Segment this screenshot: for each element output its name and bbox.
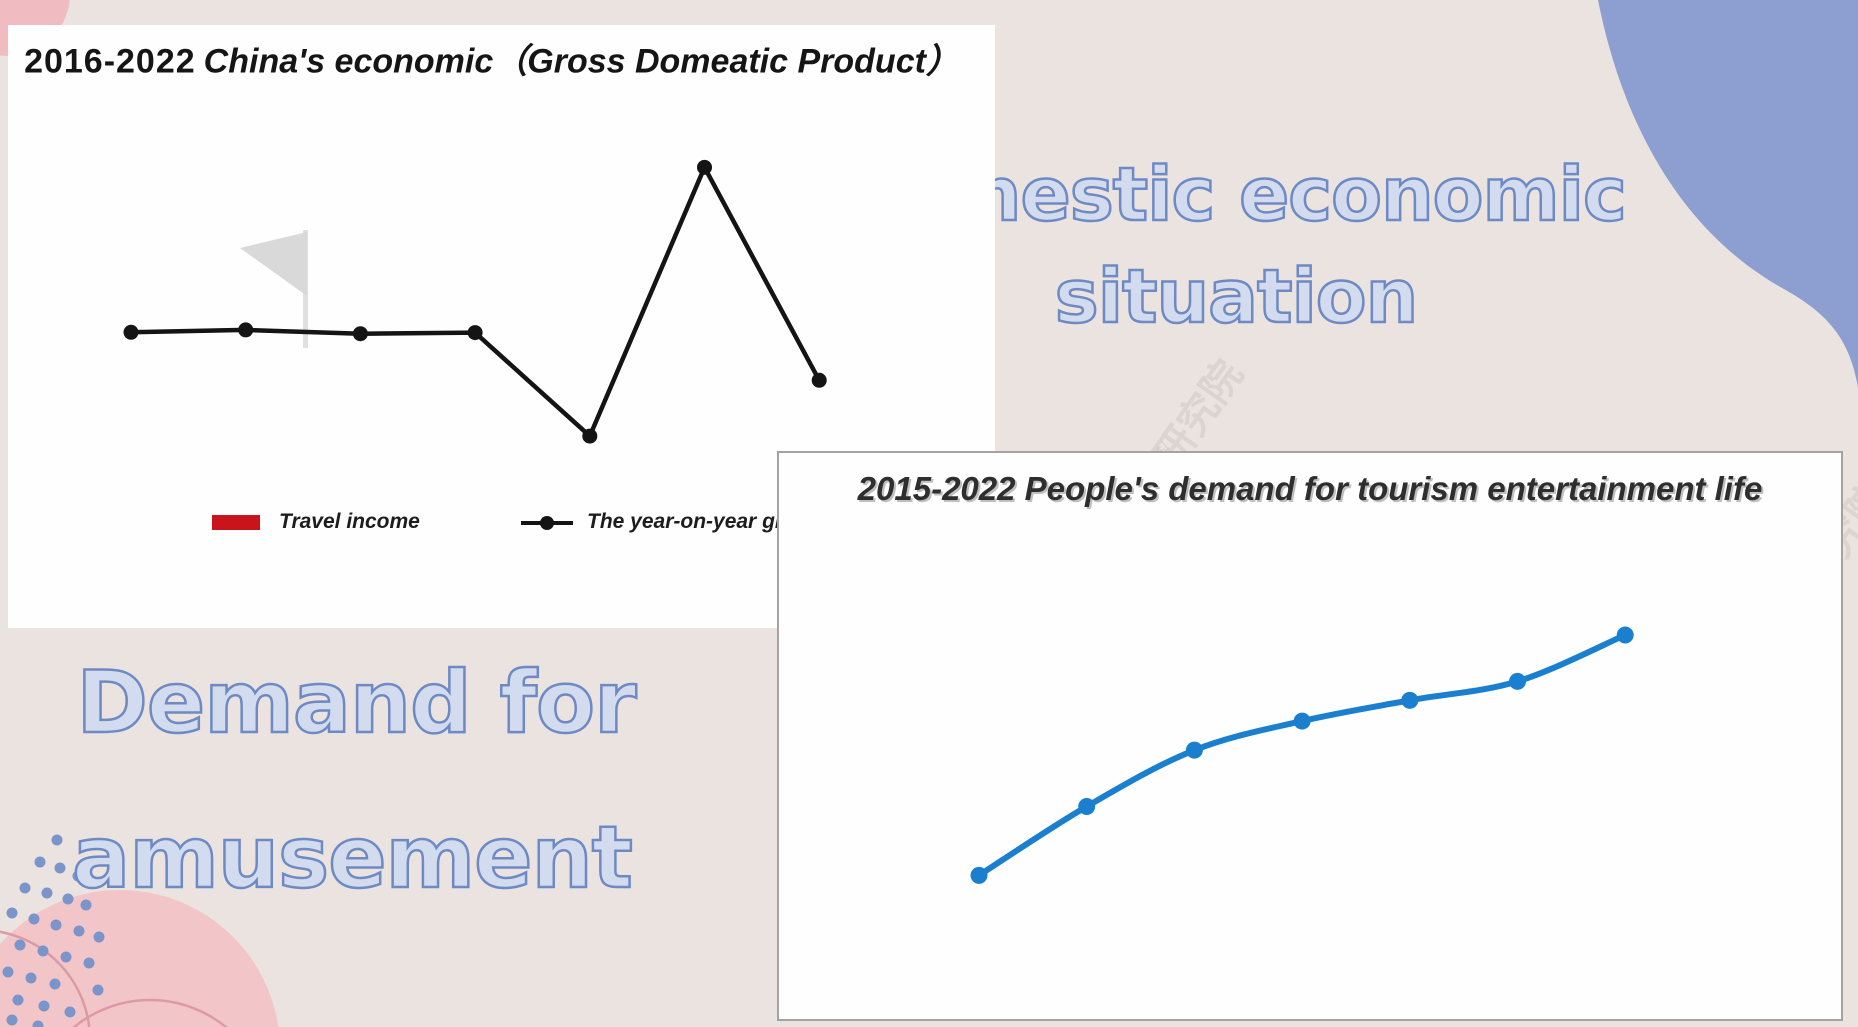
pink-blob-filled [0,890,279,1027]
gdp-chart-title: 2016-2022 China's economic（Gross Domeatic… [24,34,960,83]
pink-blob-outline-1 [72,998,228,1027]
blue-dots-cluster [2,834,105,1027]
gdp-chart-title-years: 2016-2022 [24,42,196,81]
gdp-legend-line-dot [540,516,554,530]
blue-blob-shape [1598,0,1858,388]
tourism-chart-panel [777,451,1843,1021]
gdp-legend-line-label: The year-on-year gr [587,510,784,533]
gdp-legend-bar-label: Travel income [279,510,420,533]
gdp-chart-title-main: China's economic（Gross Domeatic Product） [203,42,960,81]
heading-demand-line1: Demand for [75,652,638,755]
tourism-chart-title: 2015-2022 People's demand for tourism en… [857,470,1763,507]
heading-domestic-economic-line2: situation [1053,253,1419,342]
heading-demand-line2: amusement [71,807,634,910]
gdp-legend-bar-swatch [212,515,260,530]
